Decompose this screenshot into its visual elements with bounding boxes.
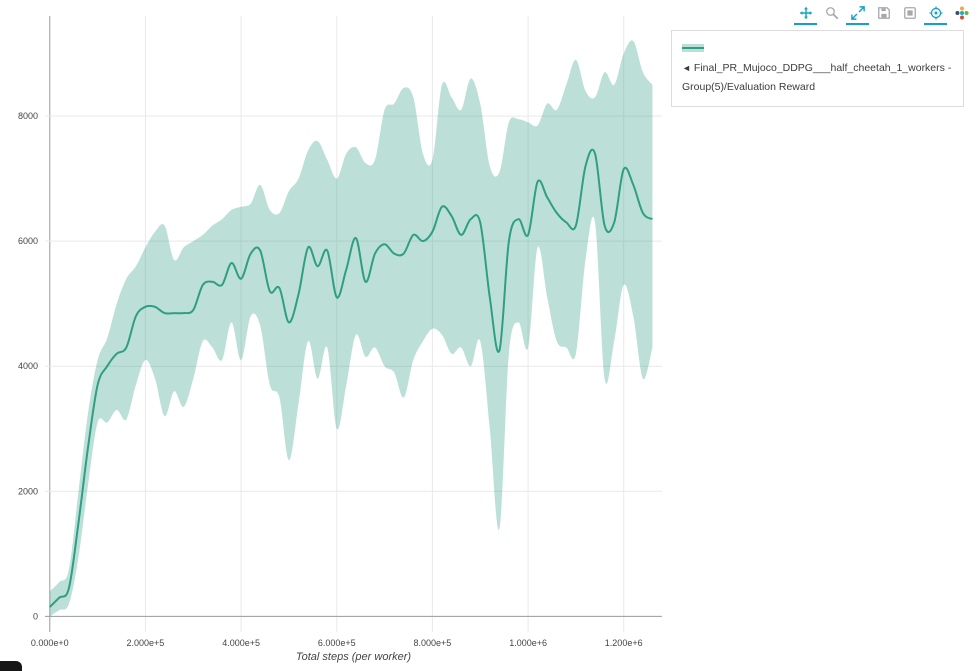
plotly-logo-icon[interactable] bbox=[950, 4, 973, 25]
plotly-modebar bbox=[794, 2, 973, 26]
series-line bbox=[49, 148, 653, 608]
save-view-icon[interactable] bbox=[898, 4, 921, 25]
x-tick-label: 1.000e+6 bbox=[509, 638, 547, 648]
x-axis-label: Total steps (per worker) bbox=[296, 651, 411, 663]
reset-axes-icon[interactable] bbox=[872, 4, 895, 25]
pan-icon-glyph bbox=[799, 6, 812, 20]
x-tick-label: 0.000e+0 bbox=[31, 638, 69, 648]
bottom-left-artifact bbox=[0, 661, 22, 671]
x-tick-label: 4.000e+5 bbox=[222, 638, 260, 648]
x-tick-label: 6.000e+5 bbox=[318, 638, 356, 648]
save-view-icon-glyph bbox=[903, 7, 916, 19]
chart-svg[interactable]: 0 2000 4000 6000 8000 0.000e+0 2.000e+5 4.000e+… bbox=[0, 0, 670, 671]
zoom-icon[interactable] bbox=[820, 4, 843, 25]
legend-swatch bbox=[682, 44, 704, 52]
autoscale-icon-glyph bbox=[850, 6, 865, 20]
x-tick-label: 2.000e+5 bbox=[127, 638, 165, 648]
chart-area[interactable]: 0 2000 4000 6000 8000 0.000e+0 2.000e+5 4.000e+… bbox=[0, 0, 670, 671]
y-tick-label: 0 bbox=[33, 611, 38, 621]
y-tick-label: 8000 bbox=[18, 111, 38, 121]
legend-label: Final_PR_Mujoco_DDPG___half_cheetah_1_wo… bbox=[682, 61, 952, 93]
y-tick-label: 4000 bbox=[18, 361, 38, 371]
hover-closest-icon[interactable] bbox=[924, 4, 947, 25]
y-tick-label: 6000 bbox=[18, 236, 38, 246]
legend-item[interactable]: ◄ Final_PR_Mujoco_DDPG___half_cheetah_1_w… bbox=[671, 30, 964, 107]
x-tick-label: 8.000e+5 bbox=[414, 638, 452, 648]
pan-icon[interactable] bbox=[794, 4, 817, 25]
confidence-band bbox=[49, 40, 653, 617]
autoscale-icon[interactable] bbox=[846, 4, 869, 25]
plotly-logo-icon-glyph bbox=[954, 6, 969, 20]
zoom-icon-glyph bbox=[825, 7, 838, 20]
reset-axes-icon-glyph bbox=[877, 7, 890, 19]
y-tick-label: 2000 bbox=[18, 486, 38, 496]
legend-collapse-icon: ◄ bbox=[682, 62, 691, 73]
hover-closest-icon-glyph bbox=[929, 6, 942, 20]
x-tick-label: 1.200e+6 bbox=[605, 638, 643, 648]
